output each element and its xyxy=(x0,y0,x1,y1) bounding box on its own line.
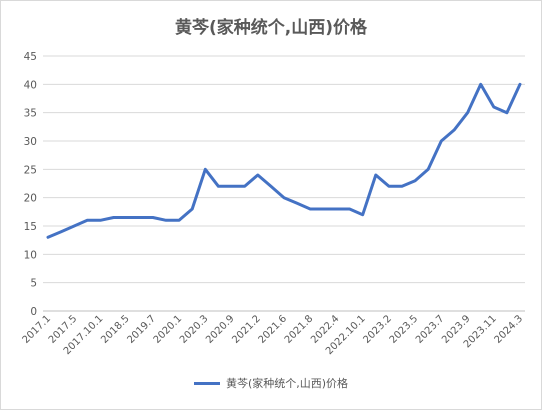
x-tick-label: 2020.1 xyxy=(152,313,185,346)
x-tick-label: 2021.8 xyxy=(283,313,316,346)
chart-title: 黄芩(家种统个,山西)价格 xyxy=(175,18,367,38)
x-tick-label: 2019.7 xyxy=(125,313,158,346)
y-tick-label: 35 xyxy=(24,108,37,120)
x-tick-label: 2020.3 xyxy=(178,313,211,346)
series-line xyxy=(46,82,522,239)
y-tick-label: 30 xyxy=(24,136,37,148)
x-tick-label: 2017.1 xyxy=(21,313,54,346)
y-tick-label: 0 xyxy=(30,306,37,318)
y-axis-ticks: 0 5 10 15 20 25 30 35 40 45 xyxy=(24,51,37,318)
y-tick-label: 5 xyxy=(30,278,37,290)
x-tick-label: 2020.9 xyxy=(204,313,237,346)
y-tick-label: 10 xyxy=(24,249,37,261)
gridlines xyxy=(43,55,525,284)
y-tick-label: 45 xyxy=(24,51,37,63)
x-axis-ticks: 2017.12017.52017.10.12018.52019.72020.12… xyxy=(21,313,526,357)
x-tick-label: 2018.5 xyxy=(99,313,132,346)
x-tick-label: 2021.6 xyxy=(257,313,290,346)
y-tick-label: 25 xyxy=(24,164,37,176)
x-tick-label: 2023.7 xyxy=(414,313,447,346)
x-tick-label: 2021.2 xyxy=(230,313,263,346)
x-tick-label: 2023.5 xyxy=(388,313,421,346)
x-tick-label: 2024.3 xyxy=(493,313,526,346)
legend-label: 黄芩(家种统个,山西)价格 xyxy=(225,377,349,390)
x-tick-label: 2023.2 xyxy=(361,313,394,346)
series-group xyxy=(46,82,522,239)
y-tick-label: 15 xyxy=(24,221,37,233)
y-tick-label: 40 xyxy=(24,79,37,91)
legend-swatch xyxy=(193,381,220,385)
y-tick-label: 20 xyxy=(24,193,37,205)
legend: 黄芩(家种统个,山西)价格 xyxy=(1,375,541,391)
